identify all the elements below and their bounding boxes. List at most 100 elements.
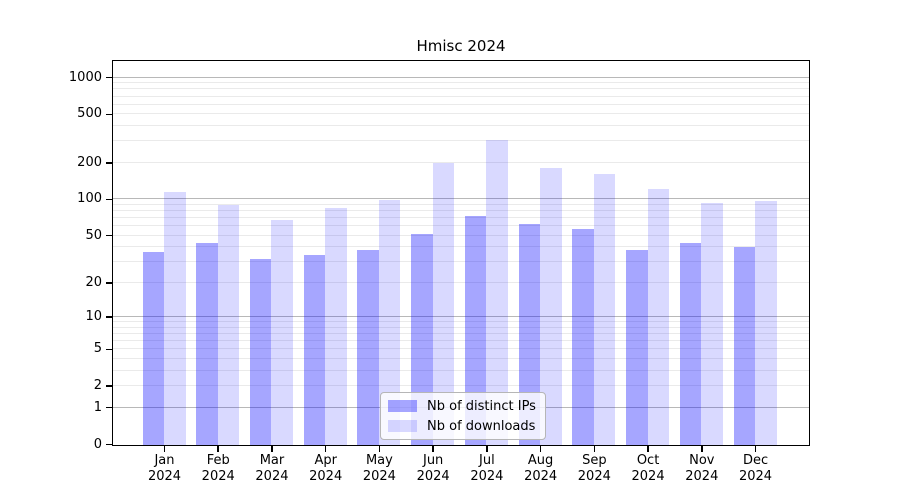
gridline-800 [113,88,809,90]
gridline-1000 [113,76,809,78]
bar-downloads-mar-2024 [271,220,293,445]
x-axis-tick-feb-2024 [217,446,219,452]
x-axis-tick-aug-2024 [539,446,542,452]
bar-ips-sep-2024 [572,229,594,445]
chart-title: Hmisc 2024 [416,37,506,55]
y-axis-label-10: 10 [85,309,102,325]
gridline-700 [113,95,809,97]
bar-downloads-dec-2024 [755,200,777,445]
y-axis-label-20: 20 [85,274,102,290]
gridline-200 [113,161,809,163]
y-axis-label-200: 200 [77,154,102,170]
bar-downloads-apr-2024 [325,208,347,445]
gridline-500 [113,113,809,115]
y-axis-label-1000: 1000 [68,69,102,85]
gridline-300 [113,140,809,142]
y-axis-tick-200 [106,162,112,164]
x-axis-label-jun-2024: Jun 2024 [416,452,450,485]
gridline-60 [113,225,809,227]
gridline-600 [113,103,809,105]
gridline-900 [113,82,809,84]
x-axis-label-mar-2024: Mar 2024 [255,452,289,485]
x-axis-label-oct-2024: Oct 2024 [631,452,665,485]
bar-downloads-jan-2024 [164,192,186,445]
y-axis-label-50: 50 [85,227,102,243]
gridline-7 [113,333,809,335]
bar-ips-feb-2024 [196,242,218,445]
bar-ips-aug-2024 [518,224,541,445]
gridline-20 [113,281,809,283]
legend-item-downloads: Nb of downloads [388,418,538,434]
bar-ips-jul-2024 [464,215,487,445]
gridline-3 [113,369,809,371]
y-axis-tick-50 [106,234,112,237]
x-axis-tick-apr-2024 [324,446,327,452]
gridline-70 [113,217,809,219]
gridline-4 [113,358,809,360]
y-axis-tick-1 [106,406,112,409]
legend: Nb of distinct IPs Nb of downloads [380,392,546,440]
x-axis-tick-may-2024 [378,446,381,452]
x-axis-label-apr-2024: Apr 2024 [309,452,343,485]
legend-label-distinct-ips: Nb of distinct IPs [427,398,536,414]
x-axis-label-jan-2024: Jan 2024 [147,452,182,485]
legend-swatch-downloads [388,420,417,432]
y-axis-label-5: 5 [93,341,102,357]
legend-swatch-distinct-ips [388,400,417,412]
gridline-80 [113,210,809,212]
bar-downloads-may-2024 [378,199,401,445]
x-axis-label-aug-2024: Aug 2024 [524,452,558,485]
gridline-5 [113,348,809,350]
gridline-50 [113,234,809,236]
y-axis-tick-500 [106,113,112,116]
legend-label-downloads: Nb of downloads [427,418,536,434]
x-axis-tick-mar-2024 [271,446,273,452]
bar-ips-jan-2024 [142,251,164,445]
x-axis-tick-oct-2024 [647,446,649,452]
gridline-100 [113,198,809,200]
plot-area [112,60,810,446]
gridline-30 [113,261,809,263]
bar-downloads-feb-2024 [217,205,240,445]
x-axis-tick-sep-2024 [593,446,596,452]
bar-downloads-nov-2024 [701,202,723,445]
bar-ips-oct-2024 [626,250,648,445]
x-axis-tick-jan-2024 [163,446,166,452]
x-axis-tick-jul-2024 [486,446,488,452]
y-axis-tick-0 [106,443,112,446]
y-axis-tick-20 [106,282,112,284]
bar-downloads-aug-2024 [540,168,562,445]
gridline-9 [113,321,809,323]
x-axis-tick-nov-2024 [701,446,703,452]
x-axis-label-sep-2024: Sep 2024 [577,452,611,485]
bar-downloads-oct-2024 [647,189,670,445]
y-axis-tick-2 [106,385,112,387]
gridline-6 [113,340,809,342]
y-axis-label-0: 0 [93,436,102,452]
x-axis-label-may-2024: May 2024 [362,452,396,485]
y-axis-label-500: 500 [77,106,102,122]
bar-ips-apr-2024 [303,254,326,445]
x-axis-label-feb-2024: Feb 2024 [201,452,235,485]
gridline-90 [113,203,809,205]
y-axis-label-100: 100 [77,191,102,207]
bar-ips-mar-2024 [249,259,272,445]
bar-downloads-sep-2024 [593,173,616,445]
bar-ips-may-2024 [357,250,379,445]
gridline-40 [113,246,809,248]
x-axis-label-dec-2024: Dec 2024 [738,452,773,485]
x-axis-tick-dec-2024 [754,446,757,452]
x-axis-tick-jun-2024 [432,446,434,452]
y-axis-tick-5 [106,348,112,351]
gridline-400 [113,125,809,127]
bar-ips-dec-2024 [733,246,756,445]
bar-ips-nov-2024 [679,242,702,445]
gridline-8 [113,326,809,328]
y-axis-tick-100 [106,198,112,201]
x-axis-label-nov-2024: Nov 2024 [685,452,719,485]
y-axis-label-2: 2 [93,378,102,394]
bar-downloads-jun-2024 [432,163,455,445]
legend-item-distinct-ips: Nb of distinct IPs [388,398,538,414]
gridline-10 [113,316,809,318]
